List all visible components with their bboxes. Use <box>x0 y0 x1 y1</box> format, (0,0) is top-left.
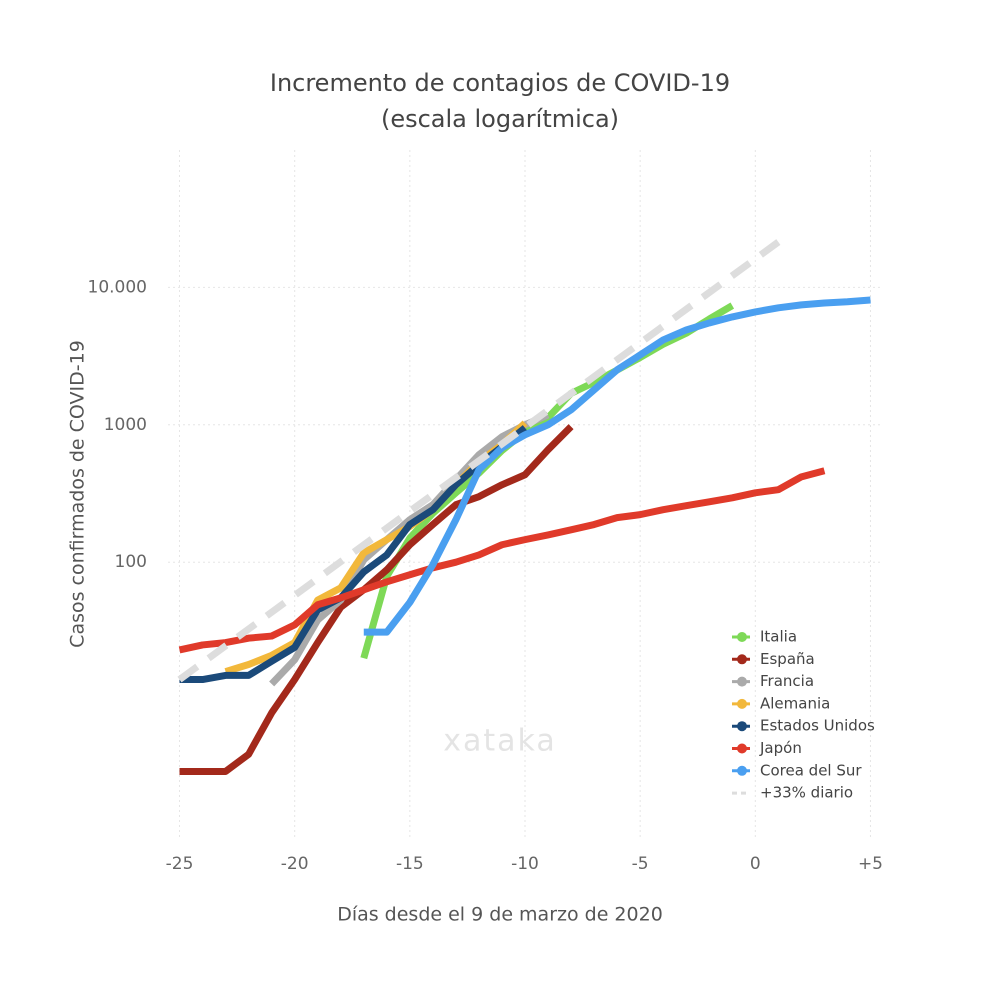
legend-marker <box>737 765 747 776</box>
legend-marker <box>737 698 747 709</box>
x-tick-label: -10 <box>511 854 539 874</box>
x-tick-label: +5 <box>858 854 883 874</box>
series-line <box>179 425 528 684</box>
y-tick-label: 1000 <box>104 415 147 435</box>
legend-label: Francia <box>760 672 814 690</box>
series-line <box>179 424 574 775</box>
legend-marker <box>737 676 747 687</box>
series-line <box>360 302 735 660</box>
legend-marker <box>737 654 747 665</box>
chart-title: Incremento de contagios de COVID-19 <box>270 69 730 97</box>
x-tick-label: -25 <box>166 854 194 874</box>
y-axis-label: Casos confirmados de COVID-19 <box>67 340 89 648</box>
legend-label: España <box>760 650 815 668</box>
x-tick-label: -20 <box>281 854 309 874</box>
legend-label: Alemania <box>760 694 830 712</box>
legend-marker <box>737 632 747 642</box>
trend-line <box>177 239 781 683</box>
series-line <box>269 411 550 687</box>
legend-marker <box>737 743 747 754</box>
legend-label: Estados Unidos <box>760 717 875 735</box>
watermark: xataka <box>443 724 557 759</box>
x-axis-label: Días desde el 9 de marzo de 2020 <box>337 904 663 926</box>
y-tick-label: 100 <box>115 552 147 572</box>
legend-label: Corea del Sur <box>760 761 862 779</box>
legend-label: Italia <box>760 628 797 646</box>
series-line <box>363 296 871 636</box>
legend-marker <box>737 721 747 732</box>
chart-subtitle: (escala logarítmica) <box>381 105 619 133</box>
legend-label: Japón <box>759 739 802 757</box>
y-tick-label: 10.000 <box>88 277 147 297</box>
series-line <box>178 467 826 654</box>
x-tick-label: -15 <box>396 854 424 874</box>
legend-label: +33% diario <box>760 784 853 802</box>
x-tick-label: 0 <box>750 854 761 874</box>
x-tick-label: -5 <box>632 854 649 874</box>
